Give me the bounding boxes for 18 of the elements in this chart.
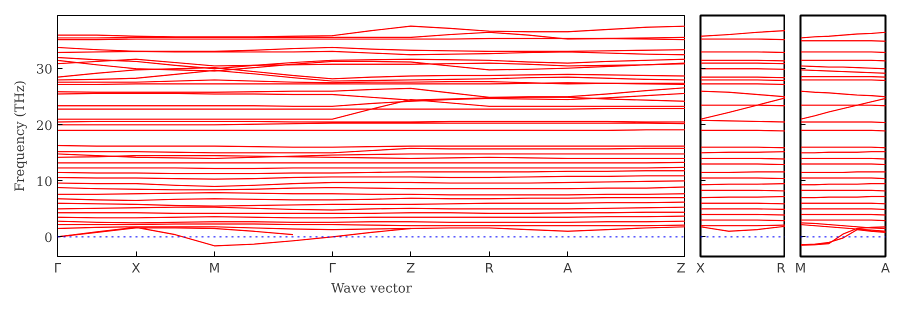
y-tick-label: 20 bbox=[36, 118, 53, 134]
y-tick-label: 10 bbox=[36, 174, 53, 190]
y-tick-label: 30 bbox=[36, 62, 53, 78]
x-tick-label: Z bbox=[676, 262, 686, 276]
x-tick-label: Γ bbox=[328, 262, 337, 276]
x-tick-label: Γ bbox=[54, 262, 62, 276]
x-tick-label: X bbox=[696, 262, 706, 276]
x-tick-label: Z bbox=[406, 262, 416, 276]
x-tick-label: R bbox=[484, 262, 494, 276]
x-tick-label: M bbox=[208, 262, 220, 276]
x-tick-label: X bbox=[132, 262, 141, 276]
x-tick-label: A bbox=[881, 262, 890, 276]
x-tick-label: M bbox=[794, 262, 806, 276]
y-axis-title: Frequency (THz) bbox=[12, 80, 28, 192]
y-tick-label: 0 bbox=[44, 230, 53, 246]
x-tick-label: R bbox=[776, 262, 786, 276]
x-tick-label: A bbox=[563, 262, 572, 276]
x-axis-title: Wave vector bbox=[331, 282, 413, 296]
